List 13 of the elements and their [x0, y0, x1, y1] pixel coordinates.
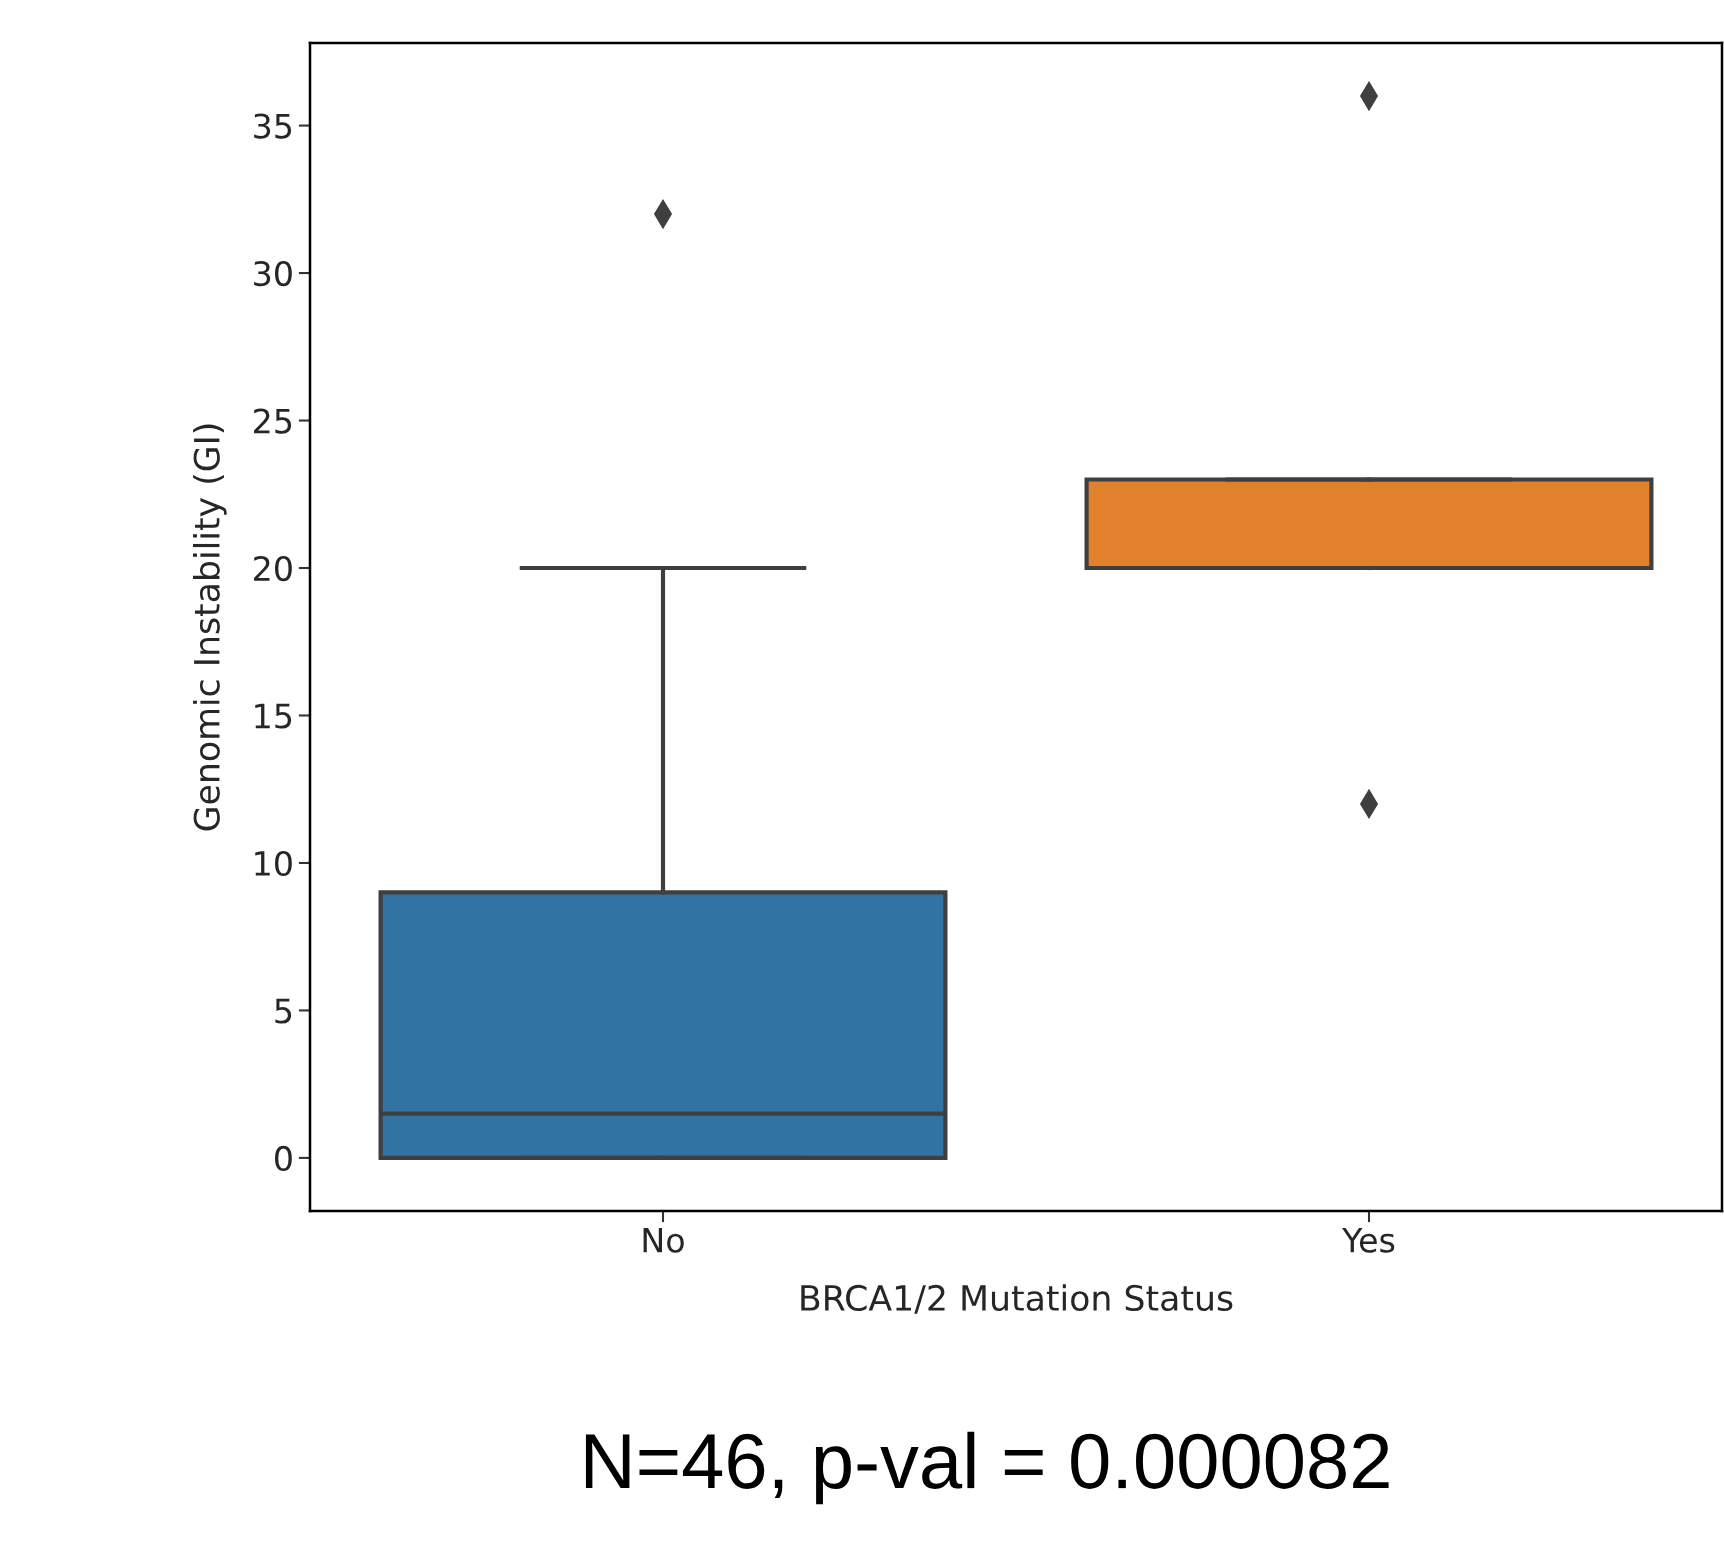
- text: N=46, p-val = 0.000082: [585, 1431, 1389, 1505]
- x-axis-title: BRCA1/2 Mutation Status: [801, 1284, 1233, 1314]
- y-tick-label: 35: [254, 113, 292, 139]
- x-tick-label: Yes: [1342, 1228, 1395, 1253]
- y-tick-label: 25: [254, 408, 292, 434]
- y-axis-title: Genomic Instability (GI): [193, 424, 227, 831]
- y-tick-label: 0: [275, 1145, 292, 1172]
- y-tick-label: 30: [254, 260, 292, 287]
- y-tick-label: 15: [255, 703, 292, 729]
- x-tick-label: No: [643, 1228, 684, 1253]
- y-tick-label: 10: [255, 850, 292, 877]
- y-tick-label: 5: [275, 998, 292, 1024]
- y-tick-label: 20: [254, 555, 292, 582]
